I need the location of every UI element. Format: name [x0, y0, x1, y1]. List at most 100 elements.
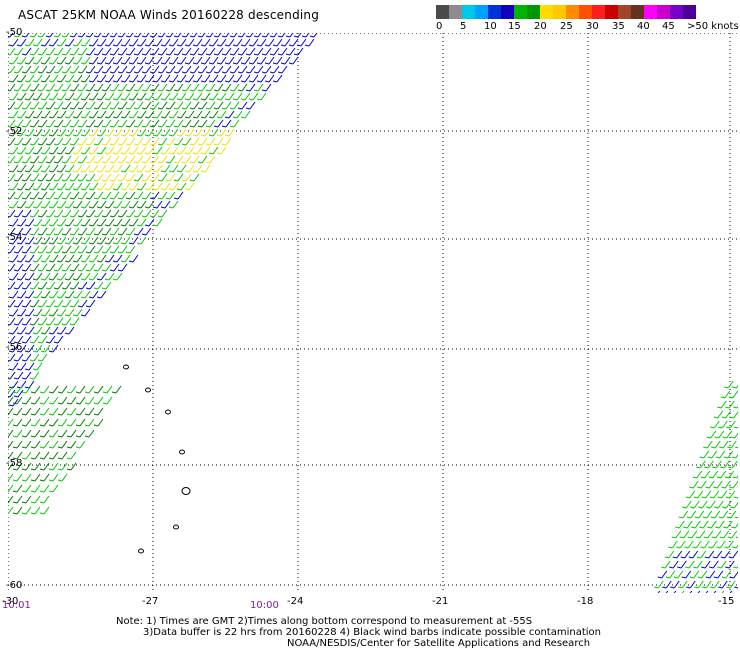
wind-barb [689, 570, 700, 579]
wind-barb [724, 540, 734, 549]
wind-barb [184, 164, 195, 173]
wind-barb [96, 236, 107, 245]
wind-barb [133, 209, 144, 218]
legend-swatch [605, 5, 618, 19]
wind-barb [8, 362, 19, 371]
wind-barb [705, 590, 709, 593]
wind-barb [48, 38, 59, 47]
wind-barb [117, 173, 128, 182]
wind-barb [181, 155, 192, 164]
wind-barb [24, 74, 35, 83]
wind-barb [173, 191, 184, 200]
wind-barb [57, 440, 68, 449]
wind-barb [703, 530, 714, 539]
wind-barb [208, 128, 219, 137]
wind-barb [85, 209, 96, 218]
wind-barb [61, 155, 72, 164]
wind-barb [109, 83, 120, 92]
wind-barb [39, 506, 50, 515]
wind-barb [80, 182, 91, 191]
note-line: Note: 1) Times are GMT 2)Times along bot… [116, 616, 533, 627]
wind-barb [112, 146, 123, 155]
wind-barb [40, 344, 51, 353]
wind-barb [200, 74, 211, 83]
wind-barb [21, 47, 32, 56]
wind-barb [39, 418, 50, 427]
wind-barb [72, 146, 83, 155]
wind-barb [192, 146, 203, 155]
wind-barb [8, 418, 14, 427]
time-label: 10:00 [250, 600, 279, 611]
wind-barb [293, 47, 304, 56]
wind-barb [37, 281, 48, 290]
wind-barb [205, 119, 216, 128]
wind-barb [16, 110, 27, 119]
wind-barb [654, 580, 664, 589]
wind-barb [85, 155, 96, 164]
wind-barb [101, 155, 112, 164]
wind-barb [88, 146, 99, 155]
wind-barb [205, 33, 214, 38]
wind-barb [30, 473, 41, 482]
wind-barb [101, 209, 112, 218]
wind-barb [39, 451, 50, 460]
wind-barb [700, 470, 711, 479]
wind-barb [264, 56, 275, 65]
wind-barb [141, 65, 152, 74]
wind-barb [37, 137, 48, 146]
wind-barb [173, 173, 184, 182]
wind-barb [141, 137, 152, 146]
wind-barb [8, 164, 19, 173]
wind-barb [671, 530, 682, 539]
wind-barb [85, 137, 96, 146]
wind-barb [253, 33, 262, 38]
wind-barb [184, 128, 195, 137]
wind-barb [93, 396, 104, 405]
wind-barb [232, 56, 243, 65]
wind-barb [173, 47, 184, 56]
note-line: 3)Data buffer is 22 hrs from 20160228 4)… [143, 627, 601, 638]
wind-barb [168, 74, 179, 83]
wind-barb [730, 501, 738, 509]
wind-barb [104, 182, 115, 191]
wind-barb [53, 33, 62, 38]
wind-barb [125, 47, 136, 56]
wind-barb [29, 281, 40, 290]
wind-barb [8, 200, 19, 209]
wind-barb [16, 56, 27, 65]
wind-barb [16, 128, 27, 137]
wind-barb [125, 83, 136, 92]
wind-barb [32, 218, 43, 227]
wind-barb [72, 164, 83, 173]
wind-barb [681, 570, 692, 579]
wind-barb [104, 236, 115, 245]
wind-barb [53, 155, 64, 164]
wind-barb [136, 56, 147, 65]
wind-barb [16, 74, 27, 83]
wind-barb [8, 451, 14, 460]
wind-barb [688, 550, 699, 559]
wind-barb [711, 440, 721, 449]
wind-barb [69, 83, 80, 92]
wind-barb [30, 407, 41, 416]
wind-barb [40, 110, 51, 119]
wind-barb [181, 173, 192, 182]
wind-barb [673, 570, 684, 579]
wind-barb [117, 209, 128, 218]
wind-barb [102, 396, 113, 405]
wind-barb [237, 33, 246, 38]
wind-barb [96, 128, 107, 137]
lat-label: -54 [6, 232, 23, 243]
wind-barb [29, 173, 40, 182]
wind-barb [84, 385, 95, 394]
wind-barb [93, 191, 104, 200]
wind-barb [53, 317, 64, 326]
wind-barb [37, 33, 46, 38]
wind-barb [72, 254, 83, 263]
wind-barb [8, 245, 16, 254]
wind-barb [32, 290, 43, 299]
wind-barb [32, 272, 43, 281]
wind-barb [301, 33, 310, 38]
wind-barb [8, 317, 16, 326]
wind-barb [719, 530, 730, 539]
